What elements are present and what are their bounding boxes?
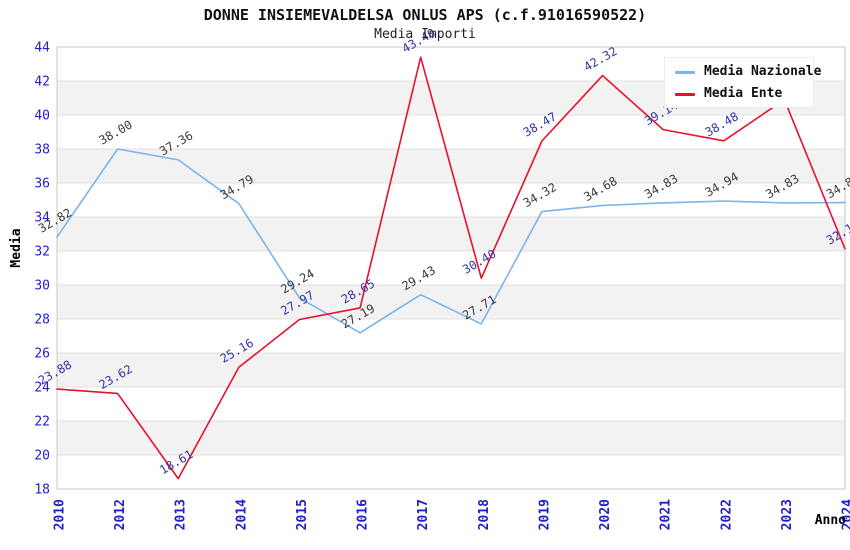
legend-label: Media Nazionale	[704, 64, 822, 79]
plot-band	[57, 285, 845, 319]
x-tick-label: 2022	[719, 499, 734, 530]
series-line-media-nazionale	[56, 148, 846, 334]
y-tick-label: 26	[34, 347, 50, 362]
legend-item-media-ente: Media Ente	[675, 87, 805, 101]
y-tick-label: 22	[34, 415, 50, 430]
series-line-media-ente	[56, 56, 846, 480]
x-tick-label: 2018	[477, 499, 492, 530]
data-label: 38.00	[96, 117, 134, 147]
x-tick-label: 2014	[234, 499, 249, 530]
x-tick-label: 2015	[295, 499, 310, 530]
chart-subtitle: Media Importi	[374, 27, 476, 42]
x-tick-label: 2013	[174, 499, 189, 530]
x-tick-label: 2024	[841, 499, 850, 530]
y-tick-label: 36	[34, 177, 50, 192]
x-tick-label: 2010	[53, 499, 68, 530]
plot-border	[56, 46, 846, 490]
y-tick-label: 30	[34, 279, 50, 294]
x-tick-label: 2017	[416, 499, 431, 530]
x-axis-title: Anno	[815, 513, 846, 528]
y-tick-label: 24	[34, 381, 50, 396]
y-tick-label: 40	[34, 109, 50, 124]
x-tick-label: 2021	[659, 499, 674, 530]
legend-line-swatch-icon	[675, 92, 695, 96]
y-tick-label: 18	[34, 483, 50, 498]
x-tick-label: 2012	[113, 499, 128, 530]
y-axis-title: Media	[9, 228, 24, 267]
x-tick-label: 2023	[780, 499, 795, 530]
x-tick-label: 2016	[356, 499, 371, 530]
x-tick-label: 2019	[537, 499, 552, 530]
legend-label: Media Ente	[704, 86, 783, 101]
data-label: 42.32	[581, 44, 619, 74]
y-tick-label: 28	[34, 313, 50, 328]
plot-band	[57, 353, 845, 387]
plot-band	[57, 421, 845, 455]
plot-band	[57, 217, 845, 251]
y-tick-label: 32	[34, 245, 50, 260]
legend-item-media-nazionale: Media Nazionale	[675, 65, 821, 79]
y-tick-label: 34	[34, 211, 50, 226]
y-tick-label: 38	[34, 143, 50, 158]
chart-title: DONNE INSIEMEVALDELSA ONLUS APS (c.f.910…	[203, 6, 647, 24]
x-tick-label: 2020	[598, 499, 613, 530]
y-tick-label: 44	[34, 41, 50, 56]
data-label: 34.32	[521, 180, 559, 210]
legend: Media Nazionale Media Ente	[664, 57, 821, 108]
y-tick-label: 20	[34, 449, 50, 464]
y-tick-label: 42	[34, 75, 50, 90]
legend-line-swatch-icon	[675, 70, 695, 74]
